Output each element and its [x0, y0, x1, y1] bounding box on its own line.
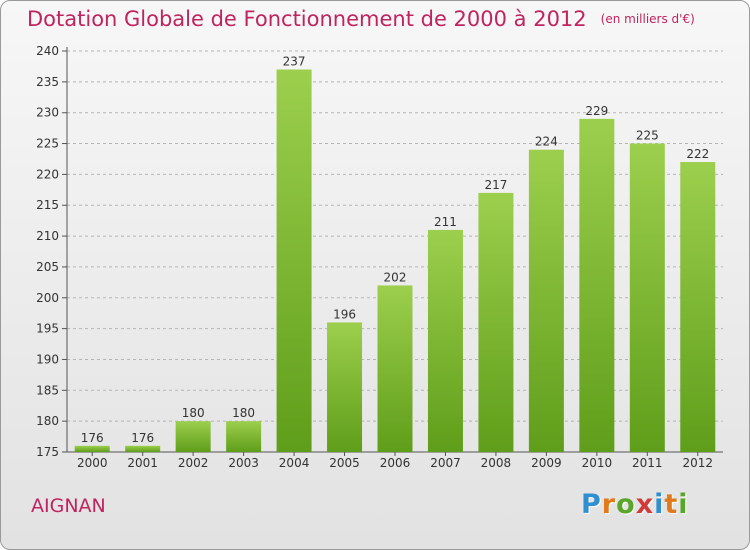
- x-tick-label: 2002: [178, 456, 209, 470]
- y-tick-label: 220: [36, 167, 59, 181]
- bar: [125, 445, 161, 452]
- y-tick-label: 210: [36, 229, 59, 243]
- bar: [579, 118, 615, 452]
- y-tick-label: 230: [36, 106, 59, 120]
- bar-value-label: 176: [81, 431, 104, 445]
- bar-value-label: 229: [585, 104, 608, 118]
- y-tick-label: 200: [36, 291, 59, 305]
- x-tick-label: 2005: [329, 456, 360, 470]
- x-tick-label: 2003: [228, 456, 259, 470]
- bar: [226, 421, 262, 452]
- chart-subtitle: (en milliers d'€): [600, 12, 695, 26]
- x-tick-label: 2006: [380, 456, 411, 470]
- y-tick-label: 205: [36, 260, 59, 274]
- x-tick-label: 2012: [682, 456, 713, 470]
- bar-value-label: 176: [131, 431, 154, 445]
- bar: [680, 162, 716, 453]
- bar-value-label: 180: [232, 406, 255, 420]
- bar-value-label: 180: [182, 406, 205, 420]
- bar: [478, 192, 514, 452]
- bar: [276, 69, 312, 452]
- x-tick-label: 2000: [77, 456, 108, 470]
- bar-layer: [74, 69, 716, 453]
- x-tick-label: 2008: [481, 456, 512, 470]
- chart-title: Dotation Globale de Fonctionnement de 20…: [27, 7, 695, 31]
- x-tick-label: 2011: [632, 456, 663, 470]
- bar-value-label: 237: [283, 55, 306, 69]
- bar: [528, 149, 564, 452]
- bar-value-label: 202: [384, 270, 407, 284]
- y-tick-label: 215: [36, 198, 59, 212]
- bar: [327, 322, 363, 452]
- x-tick-label: 2007: [430, 456, 461, 470]
- bar: [629, 143, 665, 453]
- label-layer: 2000 176 2001 176 2002 180 2003 180 2004 237 2005 1…: [77, 55, 713, 470]
- bar-value-label: 196: [333, 307, 356, 321]
- y-tick-label: 175: [36, 445, 59, 459]
- y-tick-label: 225: [36, 137, 59, 151]
- chart-title-text: Dotation Globale de Fonctionnement de 20…: [27, 7, 587, 31]
- bar-value-label: 211: [434, 215, 457, 229]
- bar: [74, 445, 110, 452]
- bar: [427, 229, 463, 452]
- bar-value-label: 224: [535, 135, 558, 149]
- y-tick-label: 235: [36, 75, 59, 89]
- bar-value-label: 225: [636, 129, 659, 143]
- x-tick-label: 2004: [279, 456, 310, 470]
- y-tick-label: 180: [36, 414, 59, 428]
- bar: [377, 285, 413, 452]
- x-tick-label: 2001: [127, 456, 158, 470]
- bar: [175, 421, 211, 452]
- bar-value-label: 222: [686, 147, 709, 161]
- y-tick-label: 240: [36, 44, 59, 58]
- y-tick-label: 190: [36, 352, 59, 366]
- x-tick-label: 2010: [582, 456, 613, 470]
- bar-value-label: 217: [484, 178, 507, 192]
- y-tick-label: 195: [36, 322, 59, 336]
- commune-name: AIGNAN: [31, 495, 106, 517]
- proxiti-logo: Proxiti: [581, 489, 689, 520]
- x-tick-label: 2009: [531, 456, 562, 470]
- y-tick-label: 185: [36, 383, 59, 397]
